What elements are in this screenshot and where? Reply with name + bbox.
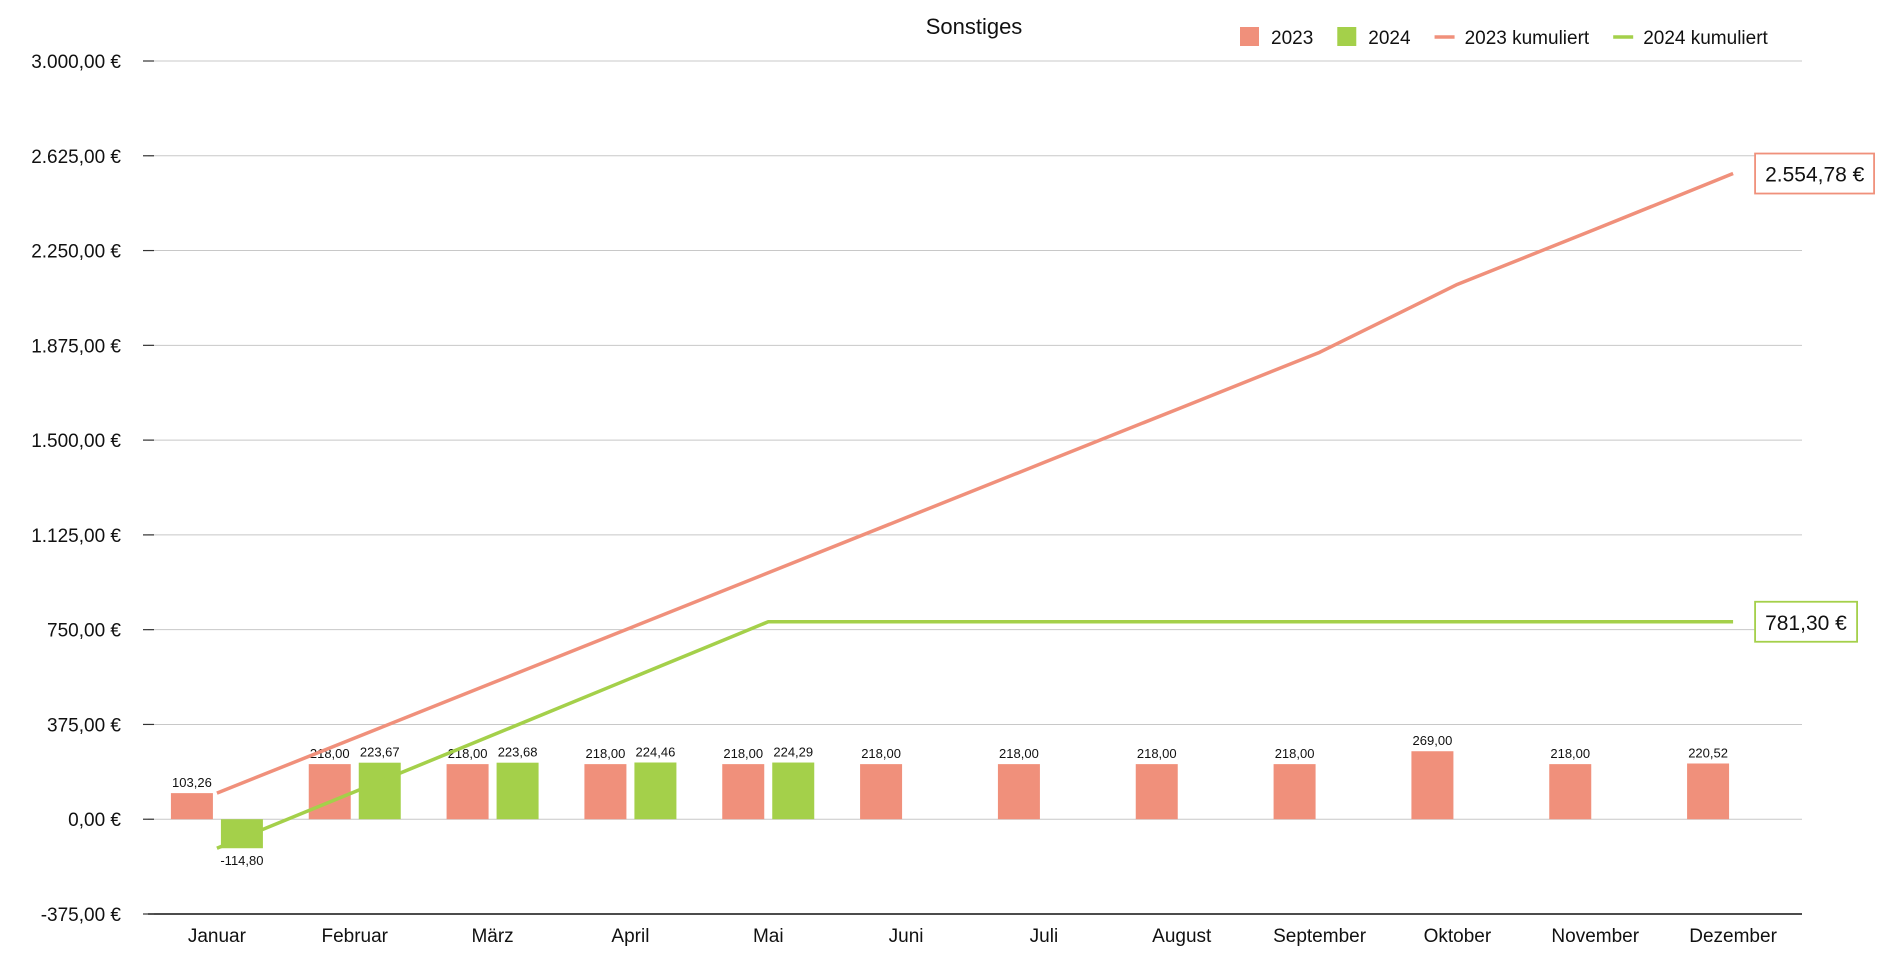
bar-data-label: 220,52: [1688, 745, 1728, 760]
legend-item-2024 kumuliert[interactable]: 2024 kumuliert: [1613, 28, 1769, 49]
bar-data-labels: 103,26 218,00 218,00 218,00 218,00 218,00 218,…: [172, 733, 1728, 868]
bar-data-label: 223,68: [498, 745, 538, 760]
bar-data-label: 218,00: [586, 746, 626, 761]
y-tick-label: -375,00 €: [41, 905, 122, 926]
gridlines: [148, 60, 1802, 915]
callout-2024 kumuliert: 781,30 €: [1754, 600, 1858, 643]
bar-data-label: -114,80: [220, 853, 263, 868]
y-tick-label: 0,00 €: [68, 810, 121, 831]
bars: [170, 751, 1730, 849]
bar-2023-Januar: [170, 793, 213, 820]
bar-2023-November: [1549, 764, 1592, 820]
bar-2023-Juli: [997, 764, 1040, 820]
bar-2023-Dezember: [1687, 763, 1730, 820]
bar-2024-März: [496, 762, 539, 820]
x-category-label: März: [471, 926, 513, 947]
legend-item-2023[interactable]: 2023: [1240, 27, 1313, 49]
x-category-label: November: [1551, 926, 1639, 947]
bar-2023-Mai: [722, 764, 765, 820]
bar-2023-April: [584, 764, 627, 820]
bar-data-label: 218,00: [1550, 746, 1590, 761]
x-category-label: Juli: [1030, 926, 1059, 947]
y-tick-label: 3.000,00 €: [31, 52, 121, 73]
y-tick-label: 375,00 €: [47, 715, 121, 736]
bar-data-label: 269,00: [1413, 733, 1453, 748]
bar-2023-Juni: [860, 764, 903, 820]
bar-2023-August: [1135, 764, 1178, 820]
bar-data-label: 218,00: [1137, 746, 1177, 761]
y-tick-label: 1.125,00 €: [31, 526, 121, 547]
bar-data-label: 218,00: [1275, 746, 1315, 761]
legend-item-2024[interactable]: 2024: [1337, 27, 1411, 49]
y-axis-ticks: -375,00 € 0,00 € 375,00 € 750,00 € 1.125,00 …: [31, 52, 154, 926]
bar-2023-Oktober: [1411, 751, 1454, 820]
line-2024 kumuliert: [216, 620, 1734, 850]
bar-data-label: 218,00: [310, 746, 350, 761]
bar-data-label: 218,00: [448, 746, 488, 761]
cumulative-lines: [216, 171, 1734, 850]
x-category-label: April: [611, 926, 649, 947]
bar-2023-September: [1273, 764, 1316, 820]
x-category-label: Oktober: [1424, 926, 1492, 947]
bar-data-label: 224,46: [636, 744, 676, 759]
bar-data-label: 218,00: [999, 746, 1039, 761]
bar-2024-April: [634, 762, 677, 820]
end-value-callouts: 2.554,78 € 781,30 €: [1754, 152, 1875, 643]
y-tick-label: 2.250,00 €: [31, 242, 121, 263]
x-category-label: Januar: [188, 926, 247, 947]
callout-label: 781,30 €: [1765, 612, 1847, 635]
x-axis-categories: Januar Februar März April Mai Juni Juli August S…: [188, 926, 1778, 947]
line-2023 kumuliert: [216, 171, 1734, 795]
x-category-label: Dezember: [1689, 926, 1777, 947]
callout-2023 kumuliert: 2.554,78 €: [1754, 152, 1875, 195]
y-tick-label: 1.500,00 €: [31, 431, 121, 452]
bar-data-label: 224,29: [773, 745, 813, 760]
callout-label: 2.554,78 €: [1765, 164, 1865, 187]
x-category-label: August: [1152, 926, 1212, 947]
chart-title: Sonstiges: [926, 14, 1023, 39]
legend-label: 2024 kumuliert: [1643, 28, 1768, 49]
callout-box: [1754, 600, 1858, 643]
bar-2023-März: [446, 764, 489, 820]
y-tick-label: 750,00 €: [47, 621, 121, 642]
bar-2024-Februar: [358, 762, 401, 820]
bar-2023-Februar: [308, 764, 351, 820]
legend-item-2023 kumuliert[interactable]: 2023 kumuliert: [1434, 28, 1590, 49]
x-category-label: September: [1273, 926, 1367, 947]
bar-data-label: 218,00: [861, 746, 901, 761]
legend[interactable]: 2023 2024 2023 kumuliert 2024 kumuliert: [1240, 27, 1769, 49]
legend-swatch: [1240, 27, 1259, 46]
bar-data-label: 223,67: [360, 745, 400, 760]
x-category-label: Mai: [753, 926, 784, 947]
y-tick-label: 1.875,00 €: [31, 336, 121, 357]
legend-label: 2023: [1271, 28, 1313, 49]
x-category-label: Juni: [889, 926, 924, 947]
legend-label: 2023 kumuliert: [1465, 28, 1590, 49]
x-category-label: Februar: [321, 926, 388, 947]
legend-swatch: [1337, 27, 1357, 46]
bar-data-label: 103,26: [172, 775, 212, 790]
legend-label: 2024: [1368, 28, 1411, 49]
y-tick-label: 2.625,00 €: [31, 147, 121, 168]
bar-2024-Mai: [772, 762, 815, 820]
callout-box: [1754, 152, 1875, 195]
bar-data-label: 218,00: [723, 746, 763, 761]
